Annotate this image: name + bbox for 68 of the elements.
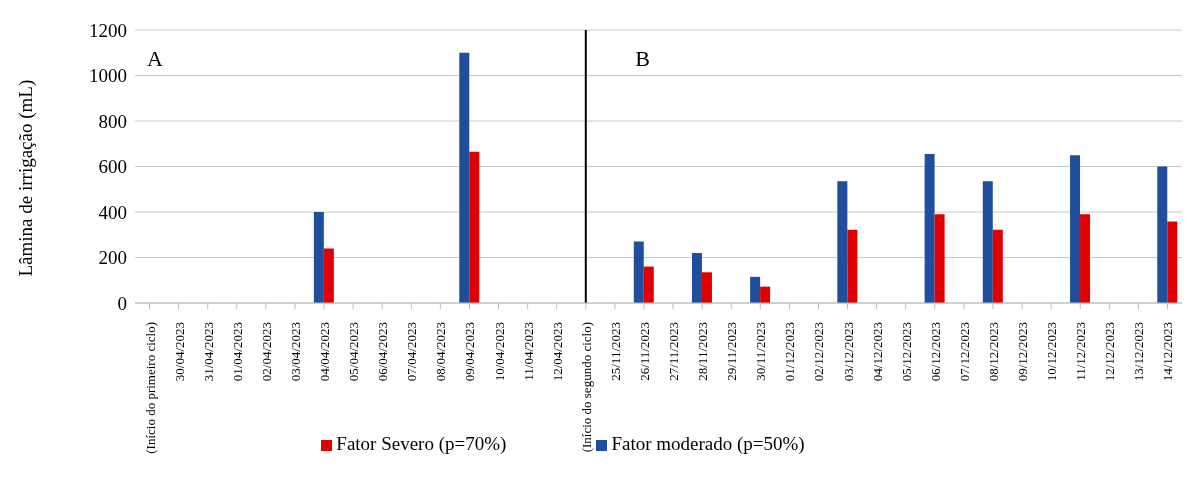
x-tick-label: 07/12/2023 <box>956 322 972 382</box>
y-tick-label: 1200 <box>89 19 127 41</box>
x-tick-label: 10/12/2023 <box>1044 322 1060 382</box>
x-tick-label: (Início do segundo ciclo) <box>578 322 594 453</box>
bar <box>924 153 935 303</box>
x-tick-label: 07/04/2023 <box>404 322 420 382</box>
y-tick-label: 1000 <box>89 65 127 87</box>
bar <box>1167 221 1178 303</box>
y-tick-label: 600 <box>98 156 127 178</box>
x-tick-label: 09/04/2023 <box>462 322 478 382</box>
y-axis-title: Lâmina de irrigação (mL) <box>14 79 37 277</box>
bar <box>847 229 858 303</box>
x-tick-label: 06/04/2023 <box>375 322 391 382</box>
y-tick-label: 800 <box>98 110 127 132</box>
x-tick-label: 03/12/2023 <box>840 322 856 382</box>
bar <box>459 52 470 303</box>
bar <box>1070 155 1081 303</box>
bar <box>750 276 761 303</box>
x-tick-label: 14/12/2023 <box>1160 322 1176 382</box>
x-tick-label: 09/12/2023 <box>1015 322 1031 382</box>
x-tick-label: 02/04/2023 <box>258 322 274 382</box>
bar <box>643 266 654 303</box>
x-tick-label: 04/04/2023 <box>317 322 333 382</box>
x-tick-label: 04/12/2023 <box>869 322 885 382</box>
y-tick-label: 0 <box>117 292 127 314</box>
x-tick-label: 25/11/2023 <box>607 322 623 381</box>
x-tick-label: 05/12/2023 <box>898 322 914 382</box>
legend-label: Fator Severo (p=70%) <box>336 433 507 454</box>
bar <box>934 214 945 303</box>
bar <box>760 286 771 303</box>
bar <box>701 272 712 303</box>
x-tick-label: 11/12/2023 <box>1073 322 1089 381</box>
bar <box>313 212 324 303</box>
bar <box>633 241 644 303</box>
annotation: B <box>635 46 650 72</box>
x-tick-label: 13/12/2023 <box>1131 322 1147 382</box>
bar <box>1080 214 1091 303</box>
bar <box>469 151 480 303</box>
x-tick-label: 29/11/2023 <box>724 322 740 381</box>
x-tick-label: 28/11/2023 <box>695 322 711 381</box>
bar <box>1157 166 1168 303</box>
y-tick-label: 400 <box>98 201 127 223</box>
bar <box>982 181 993 303</box>
bar <box>691 252 702 303</box>
x-tick-label: 01/12/2023 <box>782 322 798 382</box>
y-tick-label: 200 <box>98 247 127 269</box>
bar <box>992 229 1003 303</box>
bar <box>323 248 334 303</box>
x-tick-label: 06/12/2023 <box>927 322 943 382</box>
x-tick-label: 26/11/2023 <box>636 322 652 381</box>
x-tick-label: 11/04/2023 <box>520 322 536 381</box>
x-tick-label: 30/11/2023 <box>753 322 769 381</box>
bar <box>837 181 848 303</box>
x-tick-label: 27/11/2023 <box>666 322 682 381</box>
x-tick-label: 05/04/2023 <box>346 322 362 382</box>
annotation: A <box>147 46 163 72</box>
x-tick-label: 12/04/2023 <box>549 322 565 382</box>
x-tick-label: 03/04/2023 <box>287 322 303 382</box>
x-tick-label: 08/12/2023 <box>985 322 1001 382</box>
x-tick-label: 12/12/2023 <box>1102 322 1118 382</box>
x-tick-label: 10/04/2023 <box>491 322 507 382</box>
x-tick-label: 01/04/2023 <box>229 322 245 382</box>
x-tick-label: 31/04/2023 <box>200 322 216 382</box>
legend-label: Fator moderado (p=50%) <box>611 433 805 454</box>
x-tick-label: 02/12/2023 <box>811 322 827 382</box>
x-tick-label: 08/04/2023 <box>433 322 449 382</box>
x-tick-label: (Início do primeiro ciclo) <box>142 322 158 454</box>
x-tick-label: 30/04/2023 <box>171 322 187 382</box>
